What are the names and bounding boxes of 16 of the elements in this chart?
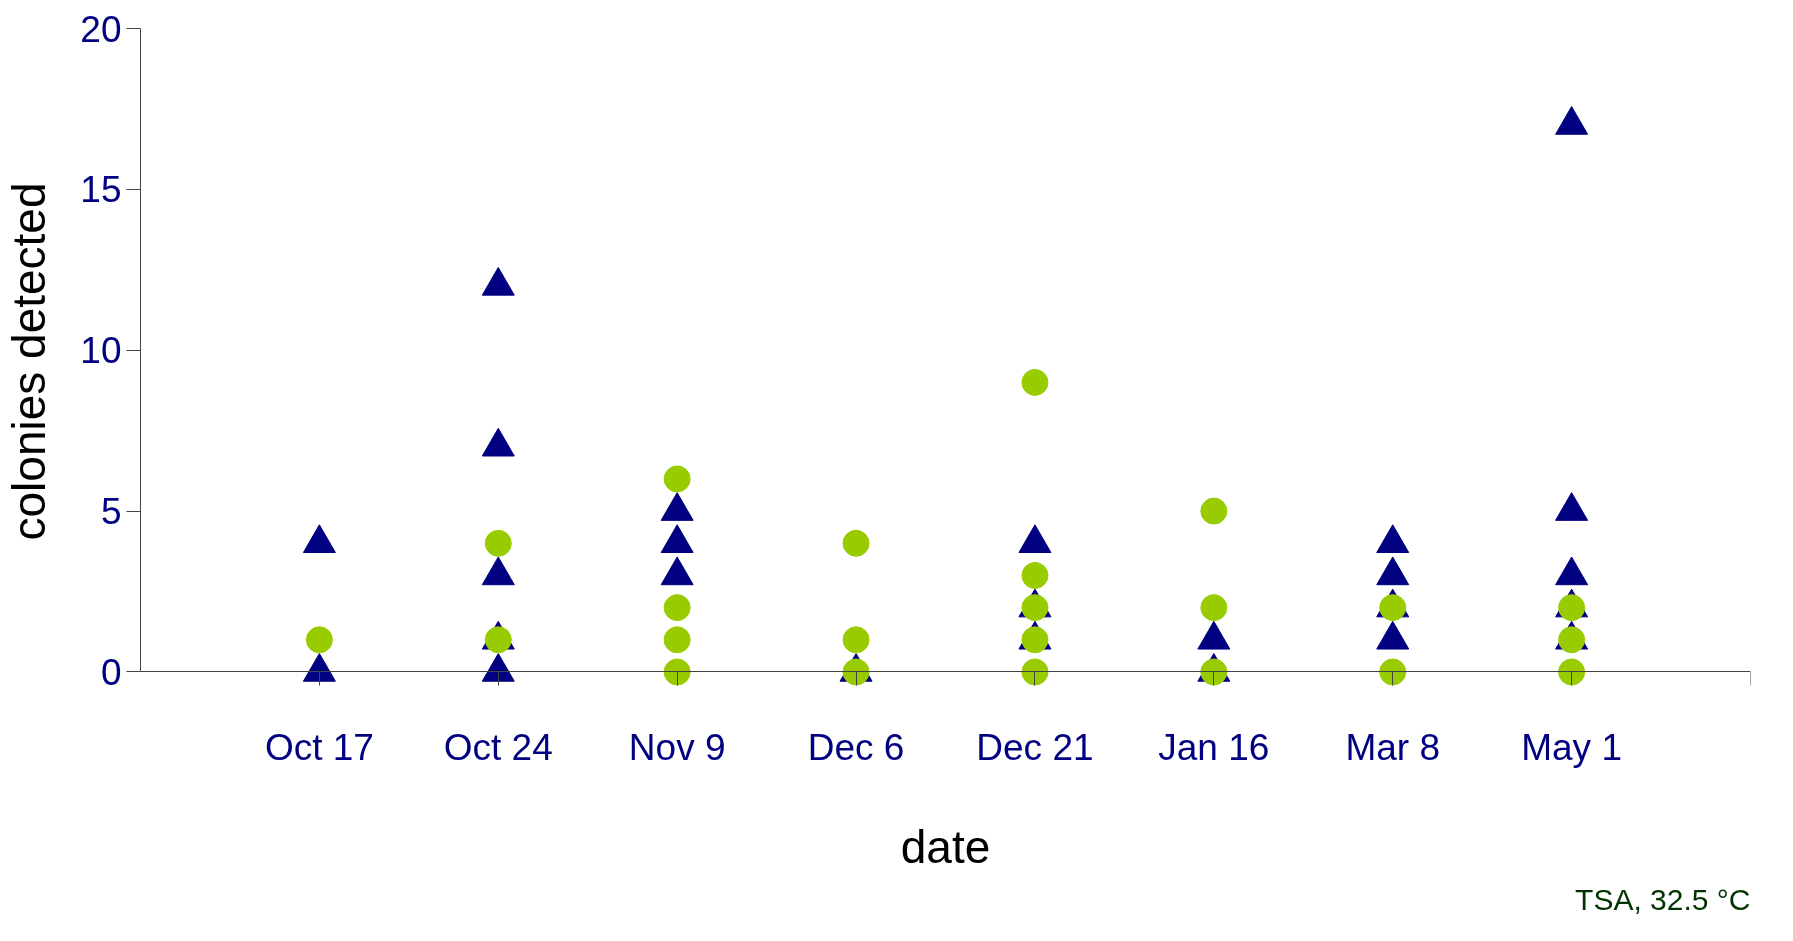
- x-axis-title: date: [900, 820, 991, 873]
- x-tick-label: Jan 16: [1158, 726, 1270, 768]
- x-tick-label: Mar 8: [1345, 726, 1441, 768]
- x-tick-label: May 1: [1521, 726, 1622, 768]
- x-tick-label: Oct 24: [443, 726, 553, 768]
- x-tick-label: Dec 6: [807, 726, 905, 768]
- y-tick-label: 0: [100, 651, 122, 693]
- y-tick-label: 5: [100, 491, 122, 533]
- y-tick-label: 20: [80, 8, 122, 50]
- y-tick-label: 15: [80, 169, 122, 211]
- x-tick-label: Dec 21: [976, 726, 1094, 768]
- y-axis-title: colonies detected: [3, 182, 56, 541]
- text: TSA, 32.5 °C: [1575, 882, 1751, 916]
- y-tick-label: 10: [80, 330, 122, 372]
- x-tick-label: Oct 17: [264, 726, 374, 768]
- x-tick-label: Nov 9: [628, 726, 726, 768]
